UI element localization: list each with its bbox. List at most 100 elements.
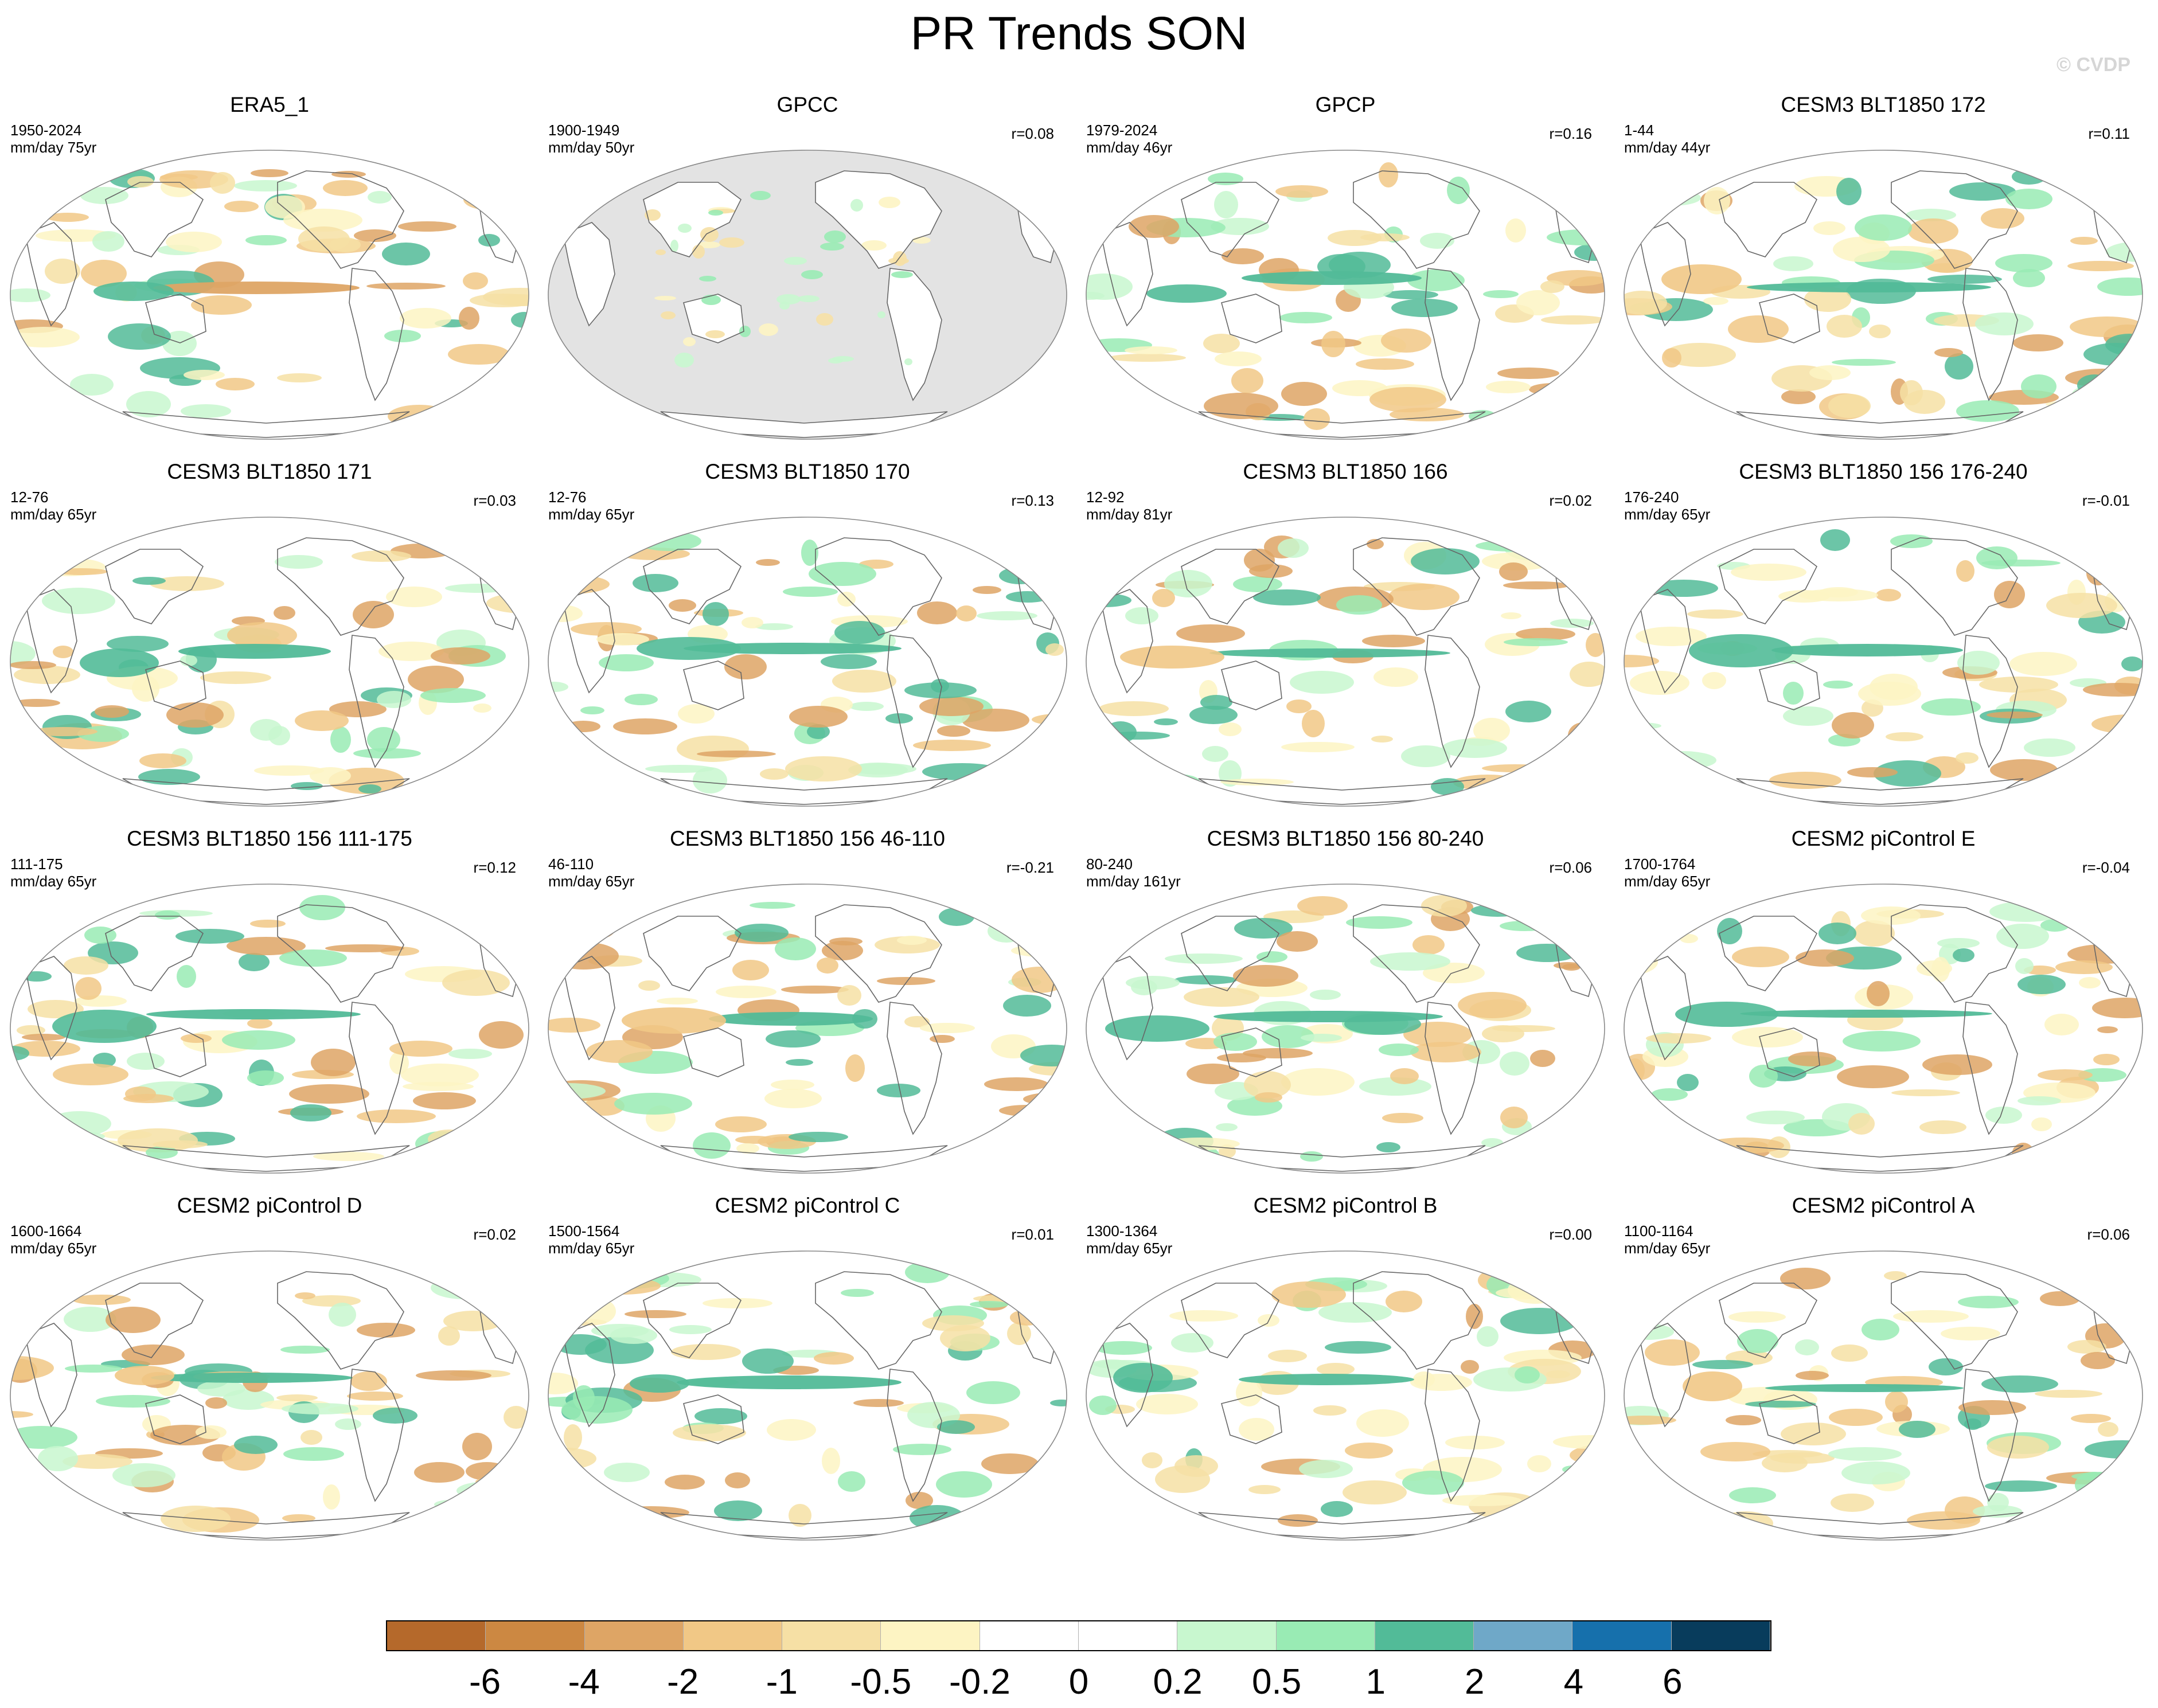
map-panel: CESM2 piControl D 1600-1664 mm/day 65yr r=0… [0, 1194, 539, 1549]
panel-correlation: r=0.00 [1549, 1226, 1592, 1243]
panel-period: 1500-1564 [548, 1222, 620, 1240]
panel-correlation: r=0.11 [2088, 125, 2130, 142]
panel-units: mm/day 75yr [10, 139, 97, 156]
panel-period: 1300-1364 [1086, 1222, 1158, 1240]
map-panel: CESM2 piControl C 1500-1564 mm/day 65yr r=0… [538, 1194, 1077, 1549]
colorbar-label: -1 [766, 1662, 798, 1702]
colorbar-swatch [1671, 1621, 1770, 1650]
colorbar-swatch [387, 1621, 486, 1650]
colorbar-label: 4 [1563, 1662, 1584, 1702]
panel-units: mm/day 65yr [10, 873, 97, 890]
colorbar-swatch [1276, 1621, 1375, 1650]
panel-correlation: r=-0.01 [2082, 492, 2130, 509]
panel-title: CESM3 BLT1850 156 46-110 [670, 827, 945, 850]
map-panel: CESM3 BLT1850 156 111-175 111-175 mm/day 6… [0, 827, 539, 1182]
world-map [548, 517, 1067, 807]
world-map [10, 884, 529, 1174]
colorbar-swatch [1177, 1621, 1277, 1650]
panel-period: 12-76 [548, 488, 587, 506]
panel-period: 1950-2024 [10, 122, 82, 139]
panel-correlation: r=0.06 [2087, 1226, 2130, 1243]
panel-correlation: r=0.08 [1011, 125, 1054, 142]
colorbar-label: 1 [1365, 1662, 1386, 1702]
colorbar-label: 0.2 [1153, 1662, 1203, 1702]
colorbar-label: -6 [469, 1662, 501, 1702]
colorbar-swatch [486, 1621, 585, 1650]
panel-period: 1-44 [1624, 122, 1654, 139]
panel-units: mm/day 65yr [1624, 506, 1711, 523]
world-map [1086, 884, 1605, 1174]
colorbar-swatch [980, 1621, 1079, 1650]
panel-correlation: r=0.02 [1549, 492, 1592, 509]
panel-period: 12-76 [10, 488, 49, 506]
panel-units: mm/day 44yr [1624, 139, 1711, 156]
world-map [1086, 1250, 1605, 1541]
panel-period: 1700-1764 [1624, 855, 1696, 873]
colorbar-swatch [1078, 1621, 1178, 1650]
panel-units: mm/day 161yr [1086, 873, 1181, 890]
panel-units: mm/day 81yr [1086, 506, 1173, 523]
panel-title: CESM2 piControl A [1792, 1194, 1975, 1217]
colorbar-swatch [881, 1621, 980, 1650]
colorbar-label: 6 [1663, 1662, 1683, 1702]
colorbar-label: 0 [1068, 1662, 1089, 1702]
panel-correlation: r=-0.21 [1006, 859, 1054, 876]
world-map [10, 150, 529, 440]
world-map [10, 1250, 529, 1541]
world-map [548, 884, 1067, 1174]
panel-units: mm/day 65yr [1086, 1240, 1173, 1257]
world-map [10, 517, 529, 807]
world-map [1086, 517, 1605, 807]
panel-correlation: r=0.01 [1011, 1226, 1054, 1243]
colorbar-label: -0.5 [850, 1662, 912, 1702]
panel-title: CESM3 BLT1850 170 [705, 460, 910, 483]
panel-period: 12-92 [1086, 488, 1125, 506]
map-panel: CESM3 BLT1850 171 12-76 mm/day 65yr r=0.03 [0, 460, 539, 815]
panel-title: ERA5_1 [230, 93, 309, 116]
world-map [548, 1250, 1067, 1541]
panel-period: 1979-2024 [1086, 122, 1158, 139]
map-panel: CESM2 piControl E 1700-1764 mm/day 65yr r=-… [1614, 827, 2153, 1182]
map-panel: CESM3 BLT1850 172 1-44 mm/day 44yr r=0.11 [1614, 93, 2153, 448]
map-panel: GPCP 1979-2024 mm/day 46yr r=0.16 [1076, 93, 1615, 448]
map-panel: CESM3 BLT1850 156 46-110 46-110 mm/day 65y… [538, 827, 1077, 1182]
panel-title: CESM2 piControl D [177, 1194, 362, 1217]
map-panel: ERA5_1 1950-2024 mm/day 75yr [0, 93, 539, 448]
panel-period: 1100-1164 [1624, 1222, 1693, 1240]
panel-units: mm/day 65yr [548, 506, 635, 523]
panel-correlation: r=0.03 [473, 492, 516, 509]
panel-period: 1900-1949 [548, 122, 620, 139]
panel-title: CESM3 BLT1850 156 111-175 [127, 827, 412, 850]
panel-period: 176-240 [1624, 488, 1679, 506]
colorbar-swatches [386, 1620, 1771, 1651]
panel-units: mm/day 65yr [548, 873, 635, 890]
panel-title: CESM3 BLT1850 166 [1243, 460, 1448, 483]
panel-title: CESM2 piControl C [715, 1194, 900, 1217]
map-panel: CESM2 piControl A 1100-1164 mm/day 65yr r=0… [1614, 1194, 2153, 1549]
world-map [1624, 1250, 2143, 1541]
panel-title: CESM2 piControl E [1791, 827, 1976, 850]
panel-period: 111-175 [10, 855, 63, 873]
colorbar-swatch [1375, 1621, 1474, 1650]
map-panel: CESM3 BLT1850 166 12-92 mm/day 81yr r=0.02 [1076, 460, 1615, 815]
panel-title: CESM3 BLT1850 156 176-240 [1739, 460, 2028, 483]
panel-title: CESM3 BLT1850 172 [1781, 93, 1986, 116]
map-panel: CESM2 piControl B 1300-1364 mm/day 65yr r=0… [1076, 1194, 1615, 1549]
panel-period: 46-110 [548, 855, 594, 873]
colorbar-swatch [1572, 1621, 1672, 1650]
world-map [548, 150, 1067, 440]
map-panel: CESM3 BLT1850 156 176-240 176-240 mm/day 6… [1614, 460, 2153, 815]
panel-units: mm/day 65yr [1624, 873, 1711, 890]
map-panel: GPCC 1900-1949 mm/day 50yr r=0.08 [538, 93, 1077, 448]
panel-title: CESM3 BLT1850 171 [167, 460, 372, 483]
world-map [1624, 150, 2143, 440]
panel-title: CESM3 BLT1850 156 80-240 [1207, 827, 1484, 850]
figure-title: PR Trends SON [910, 7, 1248, 60]
colorbar-swatch [782, 1621, 881, 1650]
panel-units: mm/day 65yr [10, 506, 97, 523]
panel-title: CESM2 piControl B [1253, 1194, 1438, 1217]
colorbar-swatch [584, 1621, 684, 1650]
world-map [1624, 517, 2143, 807]
panel-correlation: r=-0.04 [2082, 859, 2130, 876]
colorbar-label: 2 [1465, 1662, 1485, 1702]
